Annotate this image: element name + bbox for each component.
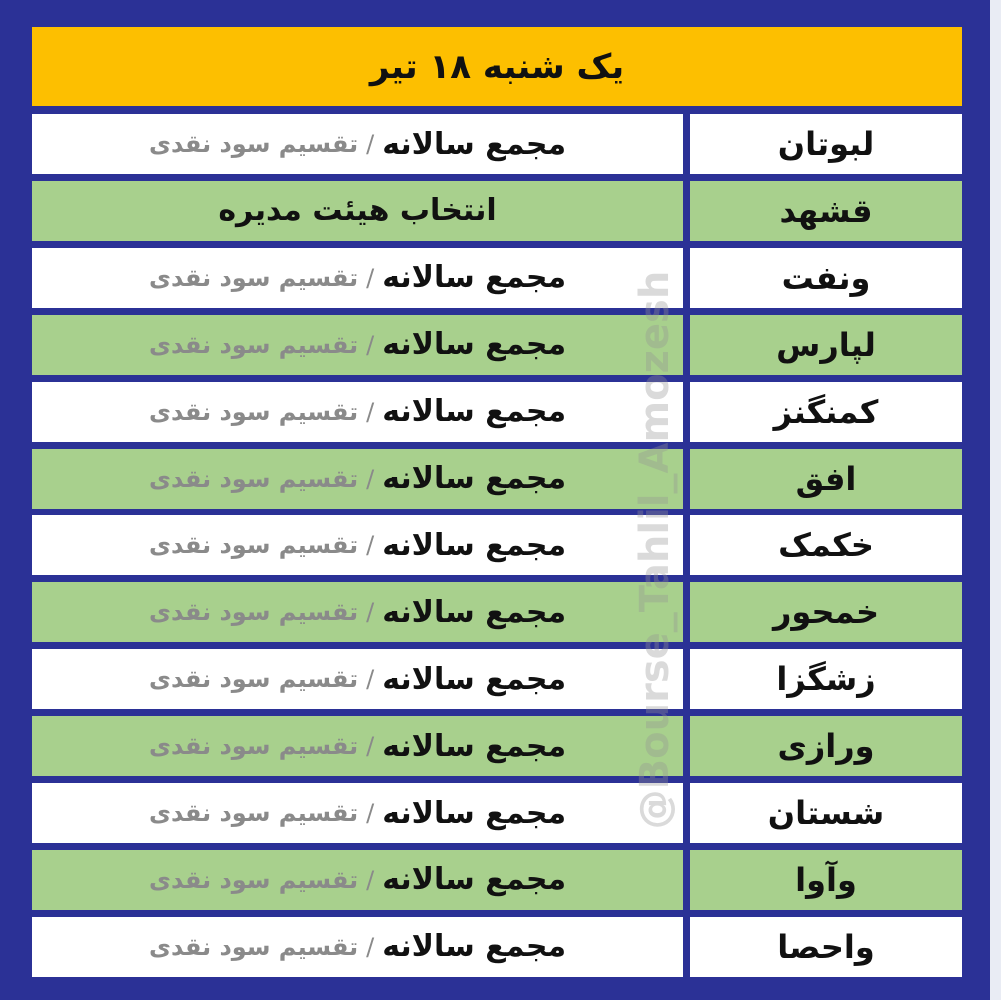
symbol-label: کمنگنز	[773, 392, 879, 431]
symbol-cell: واحصا	[690, 916, 962, 977]
separator: /	[366, 263, 375, 292]
event-label: مجمع سالانه	[382, 527, 567, 563]
symbol-cell: شستان	[690, 783, 962, 843]
symbol-label: زشگزا	[776, 660, 876, 699]
symbol-cell: قشهد	[690, 180, 962, 241]
table-row: زشگزا مجمع سالانه / تقسیم سود نقدی	[32, 649, 962, 710]
event-detail: تقسیم سود نقدی	[148, 330, 359, 359]
event-detail: تقسیم سود نقدی	[148, 263, 359, 292]
page-title: یک شنبه ۱۸ تیر	[32, 27, 962, 106]
separator: /	[366, 130, 375, 158]
event-label: مجمع سالانه	[382, 260, 567, 296]
event-label: مجمع سالانه	[382, 461, 567, 496]
event-label: مجمع سالانه	[382, 594, 567, 630]
symbol-cell: لپارس	[690, 314, 962, 375]
symbol-label: ونفت	[781, 258, 871, 297]
table-row: افق مجمع سالانه / تقسیم سود نقدی	[32, 448, 962, 509]
symbol-label: لپارس	[776, 325, 876, 364]
table-row: وآوا مجمع سالانه / تقسیم سود نقدی	[32, 849, 962, 910]
symbol-label: وآوا	[795, 860, 857, 899]
event-detail: تقسیم سود نقدی	[148, 130, 359, 158]
table-row: واحصا مجمع سالانه / تقسیم سود نقدی	[32, 916, 962, 977]
symbol-label: واحصا	[777, 927, 875, 966]
table-row: شستان مجمع سالانه / تقسیم سود نقدی	[32, 783, 962, 843]
event-label: مجمع سالانه	[382, 795, 567, 831]
event-label: انتخاب هیئت مدیره	[218, 193, 497, 229]
symbol-cell: کمنگنز	[690, 381, 962, 442]
table-row: لبوتان مجمع سالانه / تقسیم سود نقدی	[32, 114, 962, 174]
event-label: مجمع سالانه	[382, 661, 567, 697]
symbol-cell: خکمک	[690, 515, 962, 576]
event-cell: مجمع سالانه / تقسیم سود نقدی	[32, 381, 683, 442]
symbol-label: خمحور	[772, 593, 880, 632]
separator: /	[366, 464, 375, 493]
symbol-cell: افق	[690, 448, 962, 509]
table-row: خکمک مجمع سالانه / تقسیم سود نقدی	[32, 515, 962, 576]
symbol-cell: وآوا	[690, 849, 962, 910]
symbol-cell: خمحور	[690, 582, 962, 643]
table-row: ورازی مجمع سالانه / تقسیم سود نقدی	[32, 716, 962, 777]
separator: /	[366, 932, 375, 961]
event-detail: تقسیم سود نقدی	[148, 865, 359, 894]
table-row: کمنگنز مجمع سالانه / تقسیم سود نقدی	[32, 381, 962, 442]
table-row: لپارس مجمع سالانه / تقسیم سود نقدی	[32, 314, 962, 375]
table-row: قشهد انتخاب هیئت مدیره	[32, 180, 962, 241]
event-cell: مجمع سالانه / تقسیم سود نقدی	[32, 716, 683, 777]
event-label: مجمع سالانه	[382, 394, 567, 430]
event-cell: مجمع سالانه / تقسیم سود نقدی	[32, 114, 683, 174]
event-detail: تقسیم سود نقدی	[148, 732, 359, 761]
separator: /	[366, 799, 375, 827]
event-label: مجمع سالانه	[382, 126, 567, 162]
watermark: @Bourse_Tahlil_Amozesh	[632, 270, 678, 830]
separator: /	[366, 732, 375, 761]
symbol-cell: ورازی	[690, 716, 962, 777]
symbol-label: ورازی	[777, 727, 875, 766]
right-edge-strip	[990, 0, 1001, 1000]
event-cell: مجمع سالانه / تقسیم سود نقدی	[32, 849, 683, 910]
event-label: مجمع سالانه	[382, 327, 567, 363]
table-row: خمحور مجمع سالانه / تقسیم سود نقدی	[32, 582, 962, 643]
symbol-label: شستان	[767, 794, 885, 832]
event-label: مجمع سالانه	[382, 862, 567, 898]
symbol-label: خکمک	[778, 526, 874, 565]
separator: /	[366, 531, 375, 560]
event-label: مجمع سالانه	[382, 929, 567, 965]
event-detail: تقسیم سود نقدی	[148, 531, 359, 560]
symbol-label: لبوتان	[777, 125, 875, 163]
event-detail: تقسیم سود نقدی	[148, 932, 359, 961]
event-cell: مجمع سالانه / تقسیم سود نقدی	[32, 247, 683, 308]
event-cell: مجمع سالانه / تقسیم سود نقدی	[32, 515, 683, 576]
event-cell: مجمع سالانه / تقسیم سود نقدی	[32, 783, 683, 843]
event-cell: مجمع سالانه / تقسیم سود نقدی	[32, 649, 683, 710]
symbol-cell: لبوتان	[690, 114, 962, 174]
event-cell: مجمع سالانه / تقسیم سود نقدی	[32, 314, 683, 375]
event-detail: تقسیم سود نقدی	[148, 397, 359, 426]
event-detail: تقسیم سود نقدی	[148, 799, 359, 827]
event-label: مجمع سالانه	[382, 728, 567, 764]
event-detail: تقسیم سود نقدی	[148, 665, 359, 694]
event-cell: مجمع سالانه / تقسیم سود نقدی	[32, 582, 683, 643]
event-cell: انتخاب هیئت مدیره	[32, 180, 683, 241]
separator: /	[366, 665, 375, 694]
event-cell: مجمع سالانه / تقسیم سود نقدی	[32, 916, 683, 977]
event-detail: تقسیم سود نقدی	[148, 464, 359, 493]
separator: /	[366, 598, 375, 627]
symbol-cell: ونفت	[690, 247, 962, 308]
symbol-label: افق	[795, 459, 857, 498]
separator: /	[366, 330, 375, 359]
separator: /	[366, 865, 375, 894]
separator: /	[366, 397, 375, 426]
table-row: ونفت مجمع سالانه / تقسیم سود نقدی	[32, 247, 962, 308]
event-detail: تقسیم سود نقدی	[148, 598, 359, 627]
event-cell: مجمع سالانه / تقسیم سود نقدی	[32, 448, 683, 509]
symbol-label: قشهد	[779, 191, 873, 230]
symbol-cell: زشگزا	[690, 649, 962, 710]
